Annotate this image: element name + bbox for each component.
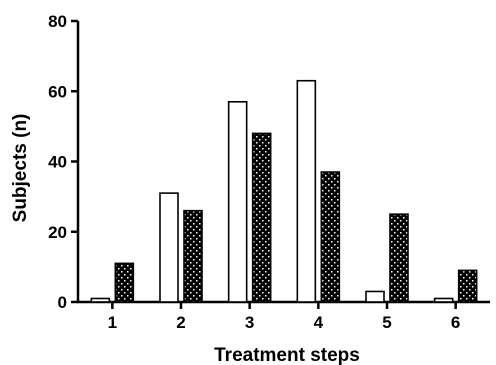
- x-tick-label: 5: [382, 313, 391, 332]
- y-tick-label: 0: [58, 293, 67, 312]
- bar-series-1: [227, 100, 248, 303]
- y-tick-label: 60: [48, 82, 67, 101]
- bar-series-2: [389, 213, 409, 303]
- bar-series-1: [365, 290, 385, 303]
- x-tick-label: 1: [108, 313, 117, 332]
- x-axis-title: Treatment steps: [214, 345, 360, 365]
- y-tick-label: 80: [48, 12, 67, 31]
- x-tick-label: 3: [245, 313, 254, 332]
- bar-series-1: [296, 79, 317, 303]
- bar-series-2: [457, 269, 478, 303]
- bar-series-1: [90, 297, 111, 303]
- x-tick-label: 4: [314, 313, 324, 332]
- y-tick-label: 40: [48, 153, 67, 172]
- bar-series-2: [114, 262, 135, 303]
- x-tick-label: 6: [451, 313, 460, 332]
- bar-series-1: [159, 192, 179, 303]
- bar-series-2: [251, 132, 272, 303]
- bar-series-2: [320, 171, 341, 303]
- plot-area: 0 20 40 60 80 1 2 3 4 5 6: [48, 12, 490, 332]
- x-tick-label: 2: [176, 313, 185, 332]
- bar-series-1: [433, 297, 454, 303]
- bar-series-2: [183, 209, 203, 303]
- y-axis-title: Subjects (n): [10, 114, 31, 223]
- y-tick-label: 20: [48, 223, 67, 242]
